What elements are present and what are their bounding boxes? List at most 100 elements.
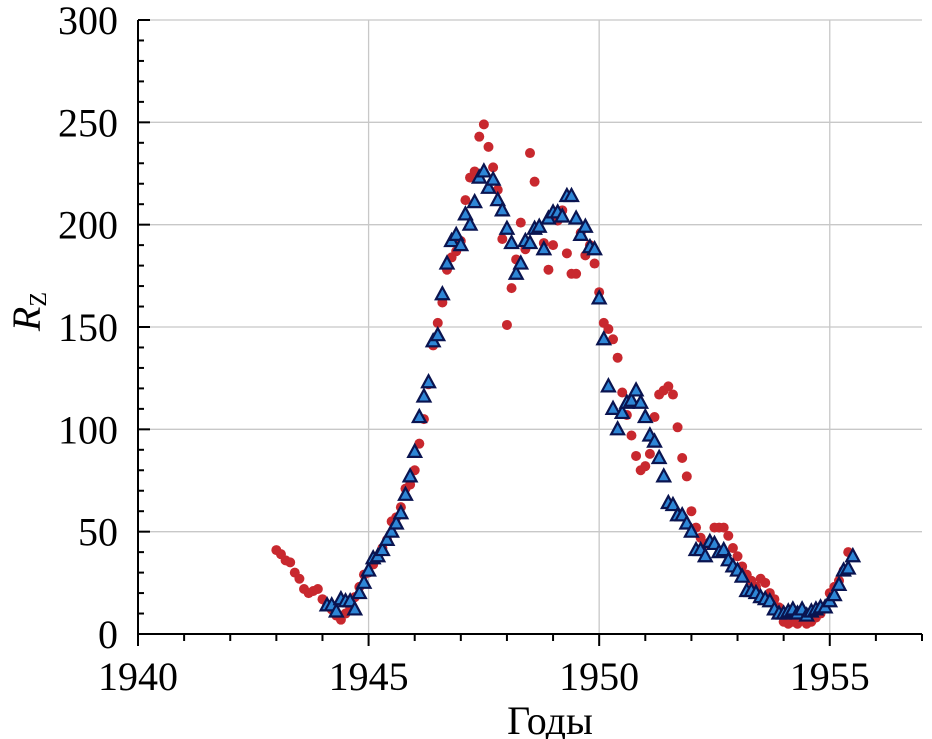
data-point-triangle	[480, 178, 497, 194]
data-point-circle	[497, 233, 508, 244]
data-point-circle	[626, 430, 637, 441]
data-point-triangle	[563, 186, 580, 203]
data-point-triangle	[498, 219, 516, 235]
data-point-triangle	[512, 254, 530, 270]
data-point-triangle	[600, 377, 617, 393]
y-axis-title-main: R	[4, 307, 49, 332]
data-point-triangle	[664, 495, 682, 512]
data-point-triangle	[839, 559, 857, 575]
data-point-triangle	[576, 217, 594, 233]
data-point-triangle	[830, 575, 848, 591]
data-point-circle	[727, 543, 738, 554]
data-point-triangle	[590, 289, 608, 305]
data-point-circle	[644, 448, 655, 459]
data-point-circle	[432, 317, 443, 328]
x-tick-label: 1950	[559, 654, 639, 699]
data-point-triangle	[466, 192, 484, 209]
data-point-triangle	[595, 329, 613, 346]
data-point-circle	[631, 450, 642, 461]
data-point-circle	[603, 324, 614, 335]
data-point-circle	[732, 551, 743, 562]
data-point-triangle	[530, 217, 548, 233]
data-point-triangle	[360, 561, 377, 577]
data-point-triangle	[567, 209, 585, 225]
data-point-triangle	[397, 485, 414, 501]
data-point-triangle	[844, 546, 862, 563]
data-point-triangle	[438, 254, 456, 270]
data-point-triangle	[346, 600, 364, 616]
x-tick-label: 1940	[98, 654, 178, 699]
data-point-triangle	[383, 522, 400, 538]
data-point-circle	[294, 573, 305, 584]
data-point-triangle	[355, 573, 373, 589]
data-point-circle	[483, 141, 494, 152]
y-tick-label: 150	[58, 305, 118, 350]
data-point-triangle	[415, 387, 433, 403]
y-tick-label: 0	[98, 612, 118, 657]
data-point-triangle	[484, 170, 502, 186]
data-point-circle	[478, 119, 489, 130]
ticks	[137, 19, 923, 646]
data-point-circle	[312, 583, 323, 594]
data-point-circle	[649, 412, 660, 423]
data-point-triangle	[503, 233, 520, 250]
series-triangles	[318, 162, 862, 622]
data-point-triangle	[493, 201, 511, 217]
data-point-triangle	[521, 233, 539, 250]
y-axis-title: RZ	[4, 292, 52, 332]
data-point-triangle	[392, 503, 410, 520]
x-tick-label: 1945	[329, 654, 409, 699]
data-point-triangle	[553, 207, 571, 223]
data-point-triangle	[604, 399, 622, 415]
data-point-circle	[723, 530, 734, 541]
data-point-triangle	[627, 381, 645, 397]
data-point-triangle	[429, 325, 447, 342]
data-point-circle	[608, 334, 619, 345]
data-point-triangle	[447, 225, 465, 241]
data-point-triangle	[650, 448, 668, 465]
data-point-circle	[285, 557, 296, 568]
data-point-triangle	[572, 225, 590, 241]
data-point-circle	[589, 258, 600, 269]
data-point-triangle	[420, 372, 437, 389]
data-point-circle	[460, 195, 471, 206]
data-point-circle	[640, 461, 651, 472]
y-tick-label: 300	[58, 0, 118, 43]
data-point-triangle	[457, 205, 474, 221]
data-point-triangle	[632, 393, 650, 409]
y-tick-label: 50	[78, 510, 118, 555]
data-point-triangle	[696, 546, 714, 563]
tick-labels: 1940 1945 1950 1955 0 50 100 150 200 250 300	[58, 0, 870, 699]
data-point-triangle	[410, 407, 428, 424]
data-point-triangle	[609, 420, 626, 436]
data-point-circle	[501, 319, 512, 330]
data-point-triangle	[378, 530, 396, 546]
data-point-triangle	[452, 235, 470, 252]
data-point-circle	[561, 248, 572, 259]
data-point-triangle	[507, 264, 525, 280]
data-point-triangle	[826, 585, 843, 602]
data-point-circle	[506, 283, 517, 294]
data-point-triangle	[401, 467, 419, 483]
svg-text:RZ: RZ	[4, 292, 52, 332]
data-point-triangle	[535, 239, 553, 256]
data-point-circle	[612, 352, 623, 363]
data-point-triangle	[489, 190, 507, 207]
data-point-triangle	[655, 467, 673, 483]
grid	[138, 19, 922, 634]
data-point-triangle	[613, 403, 631, 420]
data-point-triangle	[683, 522, 700, 538]
data-point-triangle	[715, 540, 733, 557]
data-point-triangle	[406, 442, 424, 458]
data-point-triangle	[461, 215, 479, 231]
data-point-circle	[667, 389, 678, 400]
y-tick-label: 250	[58, 100, 118, 145]
data-point-circle	[571, 268, 582, 279]
data-point-triangle	[434, 284, 451, 301]
data-point-circle	[548, 240, 559, 251]
data-point-circle	[617, 387, 628, 398]
data-point-triangle	[586, 239, 603, 256]
data-point-triangle	[387, 514, 405, 530]
data-point-circle	[488, 162, 499, 173]
